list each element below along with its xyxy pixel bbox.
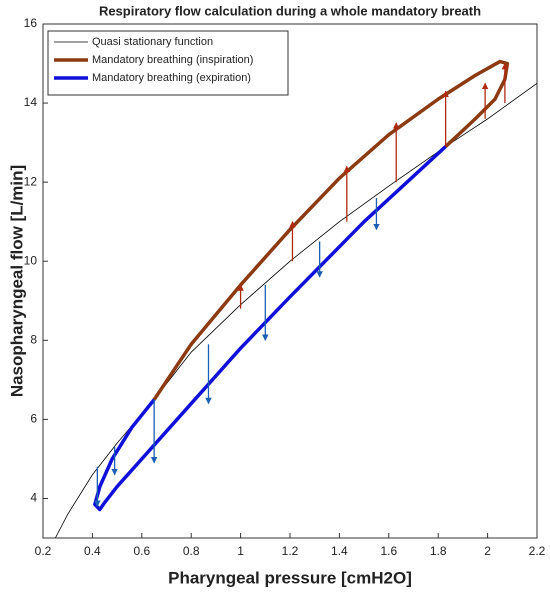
x-tick-label: 1 <box>237 544 244 558</box>
x-tick-label: 1.2 <box>282 544 299 558</box>
y-tick-label: 4 <box>30 491 37 505</box>
series-line <box>152 59 510 401</box>
plot-frame <box>42 23 538 539</box>
x-tick-label: 1.6 <box>380 544 397 558</box>
y-tick-label: 10 <box>24 253 38 267</box>
legend-label: Mandatory breathing (inspiration) <box>92 54 253 66</box>
legend-box <box>47 30 289 96</box>
y-axis-label: Nasopharyngeal flow [L/min] <box>7 165 26 397</box>
series-line <box>93 145 447 512</box>
series-line <box>54 82 538 539</box>
x-tick-label: 0.8 <box>183 544 200 558</box>
y-tick-label: 16 <box>24 16 38 30</box>
legend-label: Quasi stationary function <box>92 36 213 48</box>
x-tick-label: 1.4 <box>331 544 348 558</box>
x-tick-label: 0.6 <box>133 544 150 558</box>
chart-title: Respiratory flow calculation during a wh… <box>99 3 481 18</box>
y-tick-label: 6 <box>30 412 37 426</box>
x-tick-label: 2 <box>484 544 491 558</box>
x-axis-label: Pharyngeal pressure [cmH2O] <box>168 568 412 587</box>
x-tick-label: 0.4 <box>84 544 101 558</box>
x-tick-label: 2.2 <box>529 544 546 558</box>
legend: Quasi stationary function Mandatory breat… <box>47 30 289 96</box>
x-tick-label: 0.2 <box>35 544 52 558</box>
x-tick-label: 1.8 <box>430 544 447 558</box>
legend-label: Mandatory breathing (expiration) <box>92 72 251 84</box>
y-tick-label: 12 <box>24 174 38 188</box>
plot-area <box>54 59 538 539</box>
y-tick-label: 14 <box>24 95 38 109</box>
y-tick-label: 8 <box>30 332 37 346</box>
